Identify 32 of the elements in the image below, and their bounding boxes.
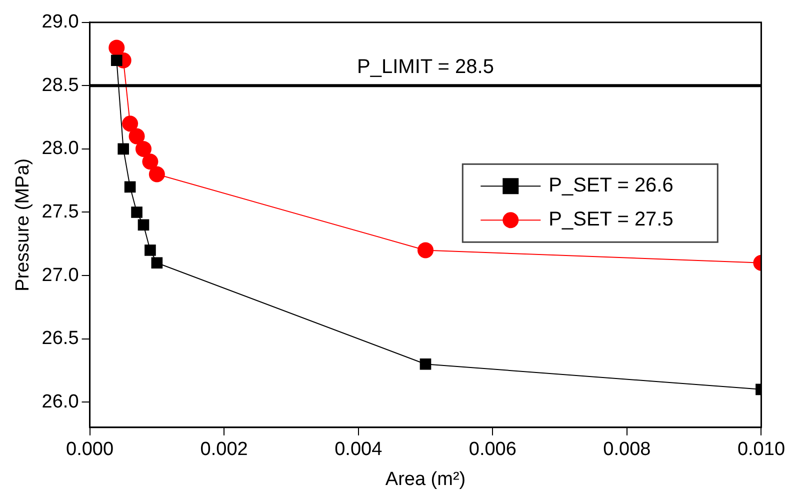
legend-label: P_SET = 26.6 [548,174,674,197]
y-tick-label: 27.5 [42,201,79,222]
legend-label: P_SET = 27.5 [548,208,674,231]
y-axis-title: Pressure (MPa) [12,158,34,292]
y-tick-label: 27.0 [42,264,79,286]
x-tick-label: 0.002 [200,439,248,460]
point [118,143,130,155]
x-tick-label: 0.010 [737,439,785,460]
point [131,206,142,218]
point [138,219,150,231]
x-tick-label: 0.004 [334,439,383,460]
point [148,166,165,182]
y-tick-label: 28.0 [42,138,79,160]
x-axis-title: Area (m²) [385,468,466,490]
point [151,257,163,269]
x-tick-label: 0.006 [468,439,516,460]
x-tick-label: 0.008 [603,439,651,460]
ref-line-label: P_LIMIT = 28.5 [357,56,494,78]
point [124,181,136,193]
point [110,54,122,66]
point [144,244,156,256]
y-tick-label: 26.0 [42,391,79,412]
y-tick-label: 29.0 [42,12,79,33]
point [108,40,125,56]
point [420,358,432,370]
point [135,140,152,157]
point [142,154,158,170]
point [128,128,145,144]
point [122,116,138,132]
y-tick-label: 26.5 [42,328,79,350]
x-tick-label: 0.000 [66,439,114,460]
y-tick-label: 28.5 [42,74,79,96]
